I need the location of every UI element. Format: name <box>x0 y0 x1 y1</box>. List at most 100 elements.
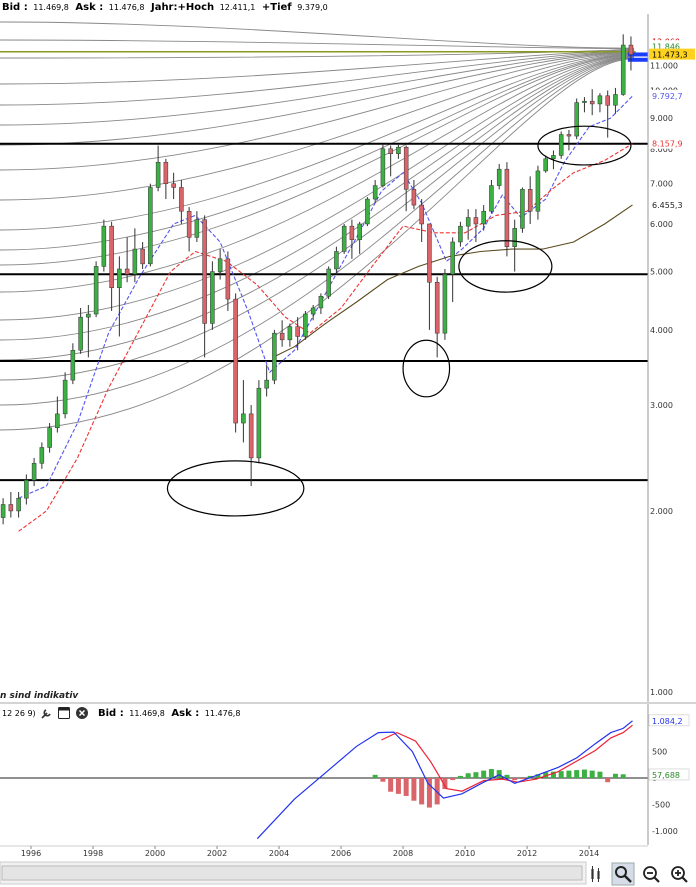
candle-body <box>295 326 300 337</box>
price-tick-label: 8.000 <box>650 145 673 154</box>
candle-body <box>241 413 246 424</box>
candle-body <box>16 497 21 512</box>
candle-body <box>512 228 517 247</box>
time-axis: 1996 1998 2000 2002 2004 2006 2008 2010 2012 2014 <box>21 846 599 858</box>
macd-histogram-bar <box>426 778 432 808</box>
candle-body <box>117 268 122 288</box>
year-high-label: Jahr:+Hoch <box>150 2 214 13</box>
fan-curve <box>0 57 635 406</box>
candle-body <box>504 168 510 247</box>
wrench-icon[interactable] <box>41 709 51 719</box>
window-icon[interactable] <box>58 707 70 719</box>
macd-histogram-bar <box>535 774 541 778</box>
candle-body <box>543 158 548 172</box>
year-high-value: 12.411,1 <box>220 3 256 12</box>
candle-body <box>303 313 308 337</box>
candle-body <box>481 210 486 225</box>
macd-histogram-bar <box>496 770 502 778</box>
zoom-fit-icon[interactable] <box>611 862 635 886</box>
bid-value: 11.469,8 <box>33 3 69 12</box>
macd-bid-value: 11.469,8 <box>129 709 165 718</box>
candle-body <box>8 504 14 512</box>
candle-body <box>605 95 610 106</box>
close-icon[interactable] <box>76 707 88 719</box>
ma-blue-flag: 9.792,7 <box>652 92 683 101</box>
candle-body <box>520 189 525 229</box>
bid-label: Bid : <box>2 2 28 13</box>
candle-body <box>326 268 331 297</box>
last-price-flag: 11.473,3 <box>652 51 688 60</box>
price-tick-label: 5.000 <box>650 268 673 277</box>
low-value: 9.379,0 <box>297 3 328 12</box>
ma-olive-flag-bg <box>649 198 695 210</box>
candle-body <box>465 217 471 227</box>
ma-blue-flag-bg <box>649 89 695 101</box>
candle-body <box>380 148 386 186</box>
ma-olive-flag: 6.455,3 <box>652 201 683 210</box>
time-tick-label: 2008 <box>393 849 413 858</box>
macd-signal-line <box>381 724 633 792</box>
time-tick-label: 2004 <box>269 849 289 858</box>
candle-body <box>589 100 595 105</box>
candle-body <box>496 168 502 186</box>
macd-panel[interactable] <box>0 720 648 840</box>
time-tick-label: 1998 <box>83 849 103 858</box>
header-quote: Bid : 11.469,8 Ask : 11.476,8 Jahr:+Hoch… <box>2 2 328 13</box>
candle-body <box>78 316 83 351</box>
zoom-in-icon[interactable] <box>671 866 688 883</box>
candle-body <box>450 241 455 275</box>
candle-body <box>101 225 107 267</box>
macd-histogram-bar <box>527 775 533 778</box>
candle-body <box>419 204 424 225</box>
macd-value-flag-bg <box>648 768 690 781</box>
price-tick-label: 3.000 <box>650 401 673 410</box>
candle-body <box>109 225 114 288</box>
candle-body <box>264 379 269 389</box>
macd-histogram-bar <box>612 773 618 778</box>
moving-average-line <box>272 204 633 358</box>
fan-curve <box>0 54 635 266</box>
macd-tick-label: -1.000 <box>652 827 678 836</box>
fan-curve <box>0 51 635 146</box>
price-tick-label: 6.000 <box>650 220 673 229</box>
macd-histogram-bar <box>512 778 518 781</box>
fan-curve <box>0 53 635 251</box>
candle-body <box>574 102 579 137</box>
fan-curve <box>0 49 635 85</box>
macd-histogram-bar <box>519 778 525 780</box>
candle-body <box>171 183 176 188</box>
macd-histogram-bar <box>481 770 487 778</box>
candle-body <box>388 148 393 155</box>
fan-curve <box>0 52 635 201</box>
macd-histogram-bar <box>543 772 549 778</box>
macd-histogram-bar <box>450 778 456 781</box>
candle-body <box>124 268 130 275</box>
macd-bid-label: Bid : <box>98 708 124 719</box>
candle-type-icon[interactable] <box>591 866 600 882</box>
scrollbar-thumb[interactable] <box>1 865 583 881</box>
time-tick-label: 2006 <box>331 849 351 858</box>
candle-body <box>47 427 52 448</box>
candle-body <box>403 146 409 190</box>
candle-body <box>551 155 556 160</box>
candle-body <box>458 225 463 243</box>
fan-curve <box>0 56 635 361</box>
macd-histogram-bar <box>488 769 494 778</box>
candle-body <box>256 387 262 459</box>
candle-body <box>357 223 362 240</box>
time-tick-label: 2014 <box>579 849 599 858</box>
macd-histogram-bar <box>605 778 611 783</box>
fan-curve <box>0 55 635 321</box>
price-panel[interactable] <box>0 21 648 532</box>
zoom-out-icon[interactable] <box>643 866 660 883</box>
notice-text: n sind indikativ <box>0 691 79 701</box>
candle-body <box>489 185 494 212</box>
macd-histogram-bar <box>504 774 510 778</box>
candle-body <box>597 95 603 105</box>
candle-body <box>396 146 401 155</box>
macd-histogram-bar <box>442 778 448 790</box>
macd-histogram-bar <box>380 778 386 782</box>
candle-body <box>566 134 572 137</box>
candle-body <box>535 170 541 212</box>
time-tick-label: 1996 <box>21 849 41 858</box>
